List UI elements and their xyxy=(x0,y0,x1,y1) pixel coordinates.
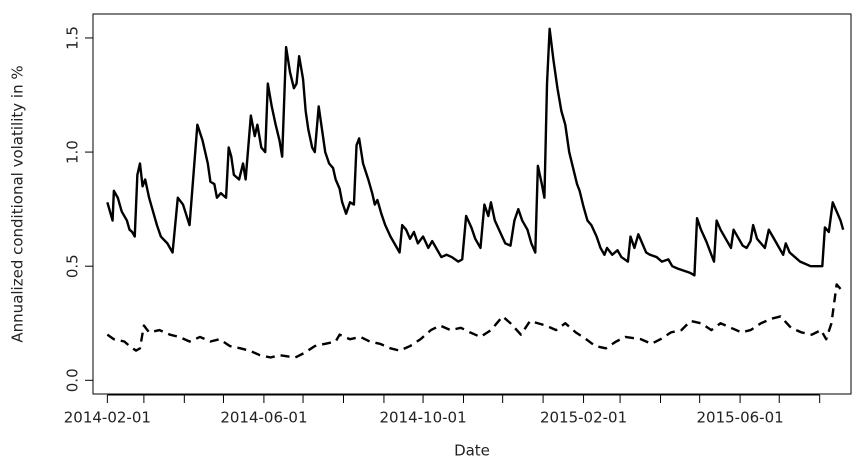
y-tick-label: 1.5 xyxy=(64,26,82,50)
series-line xyxy=(106,27,845,277)
x-tick-label: 2014-10-01 xyxy=(379,409,466,427)
plot-frame xyxy=(92,13,852,395)
x-tick-label: 2014-02-01 xyxy=(64,409,151,427)
y-tick-label: 0.0 xyxy=(64,368,82,392)
y-axis-title: Annualized conditional volatility in % xyxy=(9,65,27,342)
y-tick-label: 0.5 xyxy=(64,254,82,278)
x-tick-label: 2015-02-01 xyxy=(540,409,627,427)
x-tick-label: 2015-06-01 xyxy=(697,409,784,427)
series-line xyxy=(106,283,846,359)
x-tick-label: 2014-06-01 xyxy=(220,409,307,427)
x-axis-title: Date xyxy=(454,442,490,460)
y-tick-label: 1.0 xyxy=(64,140,82,164)
